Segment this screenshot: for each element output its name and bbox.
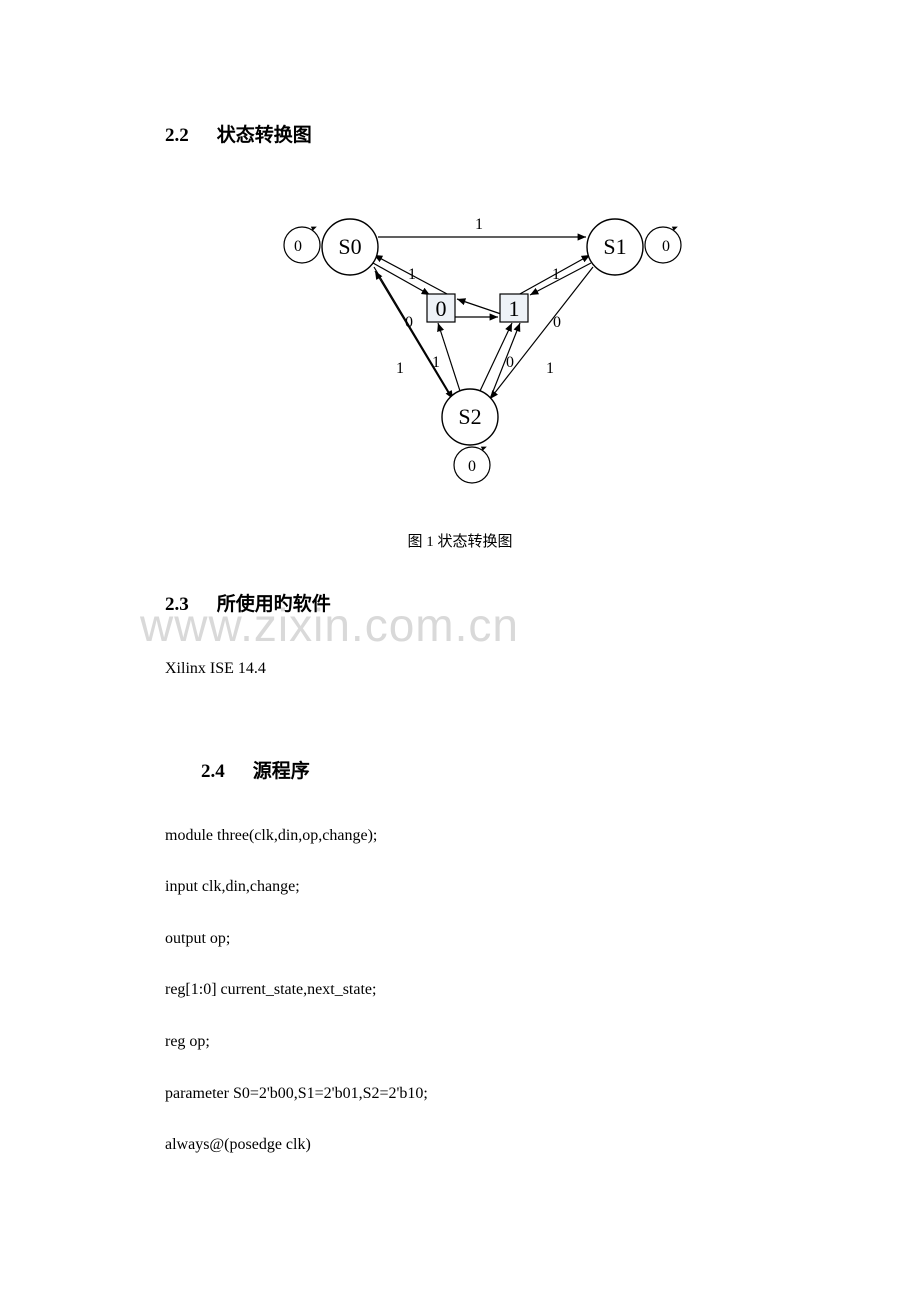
code-line-2: input clk,din,change; [165,874,755,900]
section-2-2-title: 状态转换图 [217,125,312,146]
code-line-7: always@(posedge clk) [165,1132,755,1158]
svg-text:1: 1 [396,360,404,377]
svg-text:0: 0 [436,296,447,321]
code-line-3: output op; [165,926,755,952]
svg-text:S2: S2 [458,404,481,429]
svg-text:0: 0 [662,238,670,255]
svg-text:0: 0 [294,238,302,255]
svg-text:0: 0 [553,314,561,331]
section-2-4-num: 2.4 [201,761,225,782]
state-diagram: 000110101011S0S1S201 [165,187,755,502]
code-line-5: reg op; [165,1029,755,1055]
svg-text:S1: S1 [603,234,626,259]
svg-text:0: 0 [468,458,476,475]
svg-text:S0: S0 [338,234,361,259]
software-text: Xilinx ISE 14.4 [165,656,755,682]
section-2-3-num: 2.3 [165,594,189,615]
svg-text:1: 1 [509,296,520,321]
section-2-4-title: 源程序 [253,761,310,782]
svg-text:1: 1 [475,216,483,233]
svg-text:1: 1 [546,360,554,377]
section-2-2-num: 2.2 [165,125,189,146]
figure-caption: 图 1 状态转换图 [165,530,755,551]
code-line-4: reg[1:0] current_state,next_state; [165,977,755,1003]
code-line-6: parameter S0=2'b00,S1=2'b01,S2=2'b10; [165,1081,755,1107]
section-2-4-heading: 2.4 源程序 [201,756,755,783]
svg-text:1: 1 [408,266,416,283]
section-2-3-title: 所使用旳软件 [217,594,331,615]
section-2-3-heading: 2.3 所使用旳软件 [165,589,755,616]
code-line-1: module three(clk,din,op,change); [165,823,755,849]
section-2-2-heading: 2.2 状态转换图 [165,120,755,147]
